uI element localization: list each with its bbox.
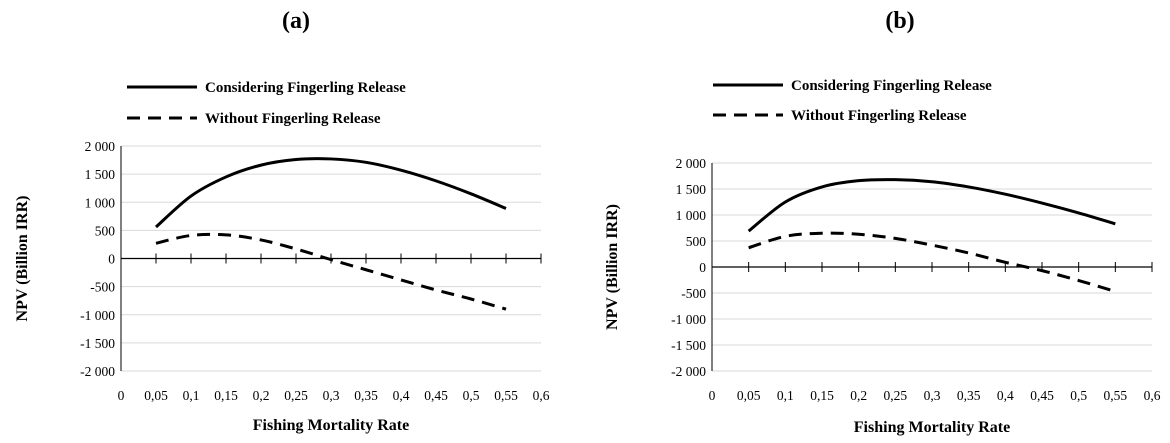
legend-label: Without Fingerling Release [205, 111, 381, 127]
x-tick-label: 0,1 [777, 388, 794, 403]
series-line-without-release [748, 231, 1116, 293]
panel-label: (b) [885, 8, 914, 34]
x-tick-label: 0,3 [924, 388, 941, 403]
y-tick-label: 1 000 [676, 208, 707, 223]
panel-label: (a) [282, 8, 310, 34]
legend-label: Considering Fingerling Release [791, 78, 992, 94]
y-tick-label: -1 000 [80, 308, 115, 323]
x-tick-label: 0,4 [997, 388, 1014, 403]
x-tick-label: 0,35 [354, 388, 378, 403]
legend-label: Without Fingerling Release [791, 108, 967, 124]
y-tick-label: -1 500 [671, 338, 706, 353]
x-tick-label: 0,55 [1104, 388, 1128, 403]
x-tick-label: 0,1 [183, 388, 200, 403]
x-tick-label: 0 [118, 388, 125, 403]
series-line-without-release [155, 232, 507, 311]
x-tick-label: 0,45 [1030, 388, 1054, 403]
x-tick-label: 0,2 [253, 388, 270, 403]
x-tick-label: 0,25 [284, 388, 308, 403]
x-tick-label: 0,4 [393, 388, 410, 403]
x-tick-label: 0,6 [1144, 388, 1161, 403]
x-tick-label: 0,2 [850, 388, 867, 403]
y-tick-label: 0 [108, 252, 115, 267]
y-tick-label: -2 000 [671, 364, 706, 379]
x-tick-label: 0 [709, 388, 716, 403]
y-tick-label: 1 500 [85, 167, 116, 182]
y-tick-label: 2 000 [85, 139, 116, 154]
y-tick-label: 500 [686, 234, 707, 249]
x-tick-label: 0,6 [533, 388, 550, 403]
y-tick-label: 2 000 [676, 156, 707, 171]
y-tick-label: 500 [95, 223, 116, 238]
x-tick-label: 0,15 [214, 388, 238, 403]
y-tick-label: 1 000 [85, 195, 116, 210]
x-tick-label: 0,45 [424, 388, 448, 403]
y-tick-label: 1 500 [676, 182, 707, 197]
x-tick-label: 0,25 [884, 388, 908, 403]
y-tick-label: -500 [681, 286, 706, 301]
series-line-considering-release [155, 157, 507, 229]
x-axis-title: Fishing Mortality Rate [854, 419, 1010, 436]
x-tick-label: 0,05 [737, 388, 761, 403]
chart-panel-a: (a) 2 000 1 500 1 000 500 0 -500 -1 000 -1 500 -2… [14, 8, 550, 434]
y-tick-label: -500 [90, 280, 115, 295]
x-tick-label: 0,3 [323, 388, 340, 403]
series-line-considering-release [747, 178, 1116, 233]
x-tick-label: 0,5 [463, 388, 480, 403]
x-tick-label: 0,5 [1070, 388, 1087, 403]
x-tick-label: 0,15 [810, 388, 834, 403]
y-tick-label: -1 000 [671, 312, 706, 327]
y-tick-label: -1 500 [80, 336, 115, 351]
x-tick-label: 0,55 [494, 388, 518, 403]
y-tick-label: -2 000 [80, 364, 115, 379]
chart-panel-b: (b) 2 000 1 500 1 000 500 0 -500 -1 000 -1 500 -2… [604, 8, 1161, 436]
x-tick-label: 0,35 [957, 388, 981, 403]
legend-label: Considering Fingerling Release [205, 80, 406, 96]
y-axis-title: NPV (Billion IRR) [14, 196, 31, 322]
x-axis-title: Fishing Mortality Rate [253, 417, 409, 434]
y-axis-title: NPV (Billion IRR) [604, 204, 621, 330]
y-tick-label: 0 [699, 260, 706, 275]
x-tick-label: 0,05 [144, 388, 168, 403]
